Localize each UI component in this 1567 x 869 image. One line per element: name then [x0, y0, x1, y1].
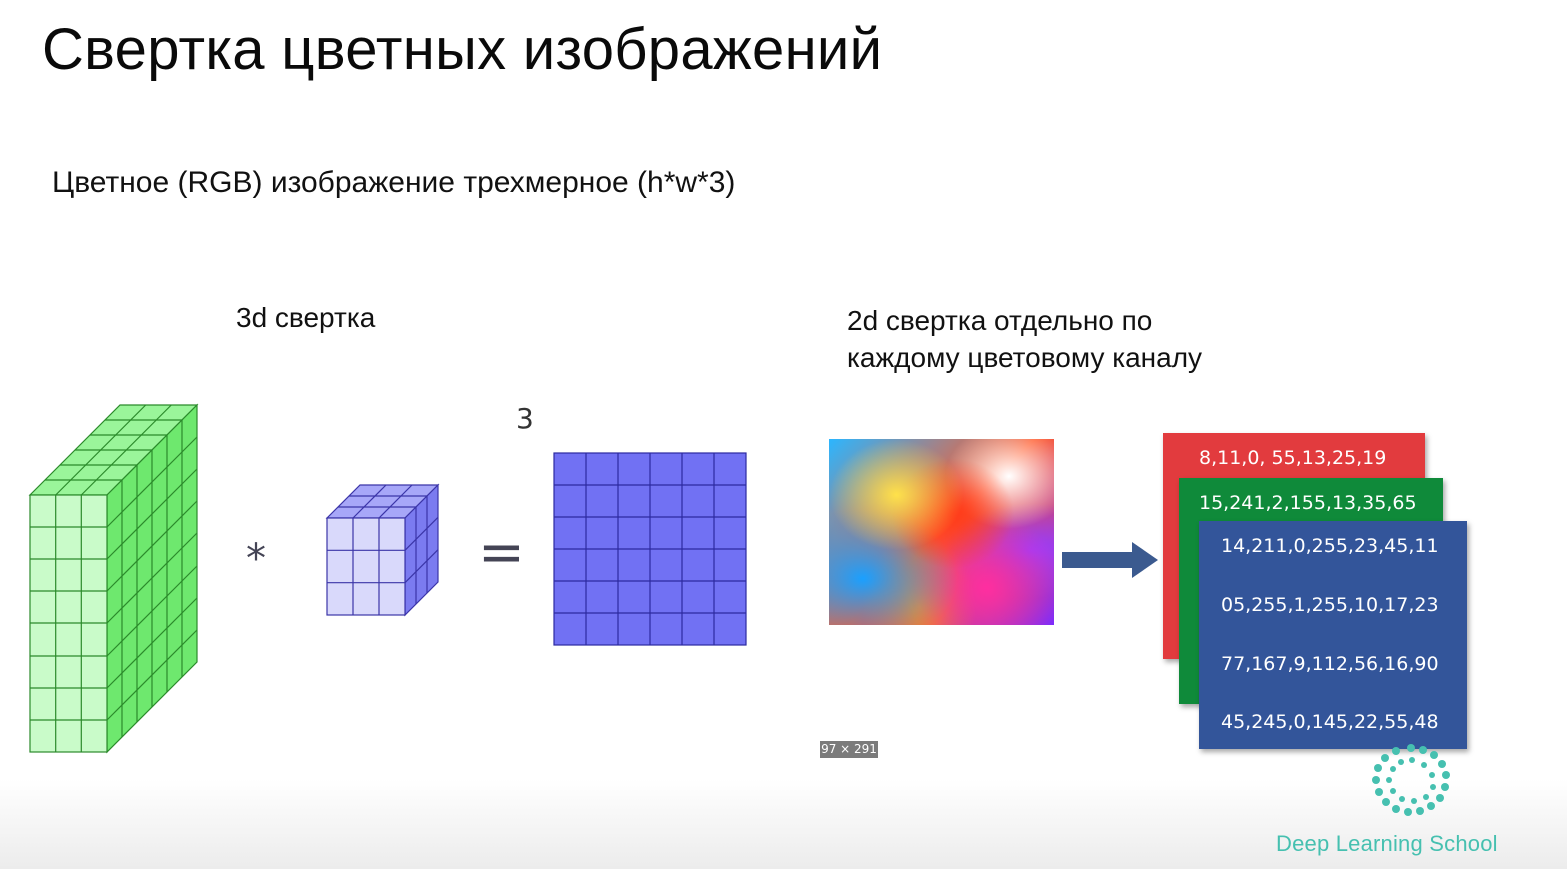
logo-text: Deep Learning School: [1276, 831, 1498, 856]
input-volume-side-grid: [106, 420, 198, 737]
label-2d-line-1: 2d свертка отдельно по: [847, 305, 1153, 336]
bottom-gradient: [0, 779, 1567, 869]
colorful-rgb-image: [829, 439, 1054, 625]
label-2d-convolution: 2d свертка отдельно по каждому цветовому…: [847, 302, 1202, 376]
equals-operator: =: [478, 520, 525, 585]
kernel-cube: [325, 483, 440, 617]
blue-channel-row: 77,167,9,112,56,16,90: [1221, 653, 1439, 675]
deep-learning-school-logo-icon: [1372, 744, 1450, 816]
input-volume-front-grid: [30, 495, 107, 752]
label-3d-convolution: 3d свертка: [236, 302, 376, 333]
image-size-badge: 97 × 291: [820, 741, 878, 758]
kernel-grid: [327, 484, 439, 615]
blue-channel-row: 45,245,0,145,22,55,48: [1221, 711, 1439, 733]
input-volume: [28, 403, 199, 754]
label-2d-line-2: каждому цветовому каналу: [847, 342, 1203, 373]
stray-glyph: 3: [516, 402, 534, 435]
convolution-operator: *: [246, 536, 266, 582]
green-channel-row: 15,241,2,155,13,35,65: [1199, 492, 1417, 514]
blue-channel-row: 14,211,0,255,23,45,11: [1221, 535, 1439, 557]
kernel-front: [326, 517, 406, 616]
blue-channel-matrix: 14,211,0,255,23,45,11 05,255,1,255,10,17…: [1199, 521, 1467, 749]
right-arrow-icon: [1062, 542, 1158, 578]
slide-title: Свертка цветных изображений: [42, 17, 883, 82]
output-map-grid: [554, 453, 746, 645]
slide-subtitle: Цветное (RGB) изображение трехмерное (h*…: [52, 166, 736, 199]
red-channel-row: 8,11,0, 55,13,25,19: [1199, 447, 1387, 469]
input-volume-top-grid: [45, 404, 182, 496]
output-feature-map: [553, 452, 747, 646]
blue-channel-row: 05,255,1,255,10,17,23: [1221, 594, 1439, 616]
